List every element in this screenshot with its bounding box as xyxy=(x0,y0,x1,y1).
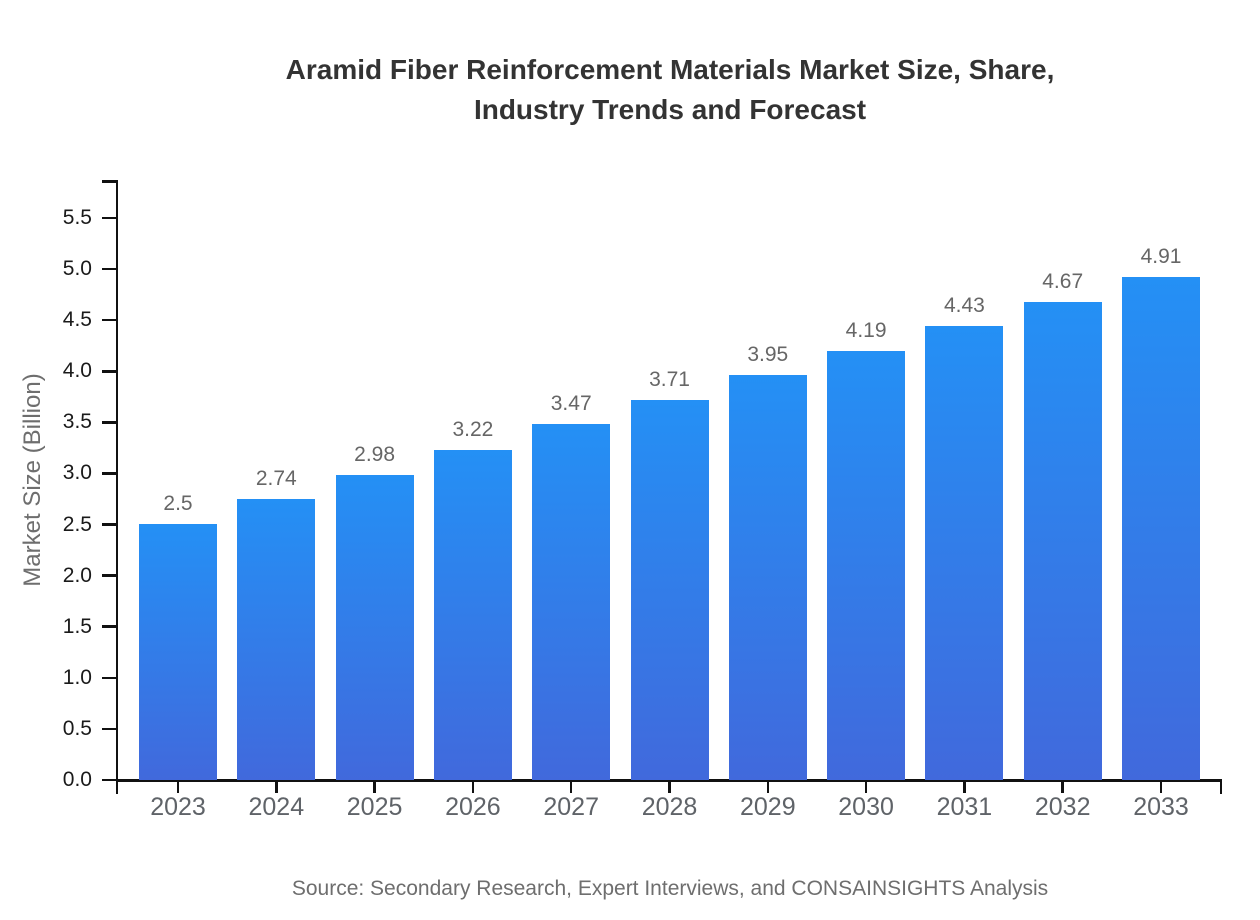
year-label: 2026 xyxy=(445,793,501,821)
bar-2028 xyxy=(630,399,709,780)
x-tick xyxy=(668,781,671,793)
chart-title-line2: Industry Trends and Forecast xyxy=(473,94,867,125)
y-tick-label: 1.5 xyxy=(62,614,92,638)
x-tick xyxy=(471,781,475,793)
year-label: 2024 xyxy=(248,793,305,821)
y-tick xyxy=(101,625,116,628)
y-tick-label: 4.5 xyxy=(62,308,92,332)
bar-2025 xyxy=(335,474,414,780)
y-tick-label: 0.0 xyxy=(62,768,92,791)
y-tick xyxy=(101,523,116,526)
y-tick xyxy=(101,676,116,680)
x-tick xyxy=(1061,781,1064,793)
value-label: 2.5 xyxy=(163,491,193,515)
y-tick-label: 4.0 xyxy=(62,359,92,383)
year-label: 2027 xyxy=(543,793,599,821)
x-tick xyxy=(1159,781,1163,793)
year-label: 2032 xyxy=(1034,793,1091,821)
bar-2033 xyxy=(1122,277,1200,780)
value-label: 3.22 xyxy=(452,417,494,441)
x-axis-line xyxy=(115,779,1222,782)
y-tick xyxy=(101,778,116,782)
year-label: 2031 xyxy=(936,793,993,821)
y-tick-label: 2.0 xyxy=(62,563,92,587)
y-tick-label: 3.0 xyxy=(62,461,92,485)
y-tick xyxy=(101,267,116,271)
bar-2023 xyxy=(139,523,217,780)
value-label: 4.91 xyxy=(1140,245,1182,269)
y-tick xyxy=(101,216,116,220)
x-tick xyxy=(569,781,573,793)
chart-title-line1: Aramid Fiber Reinforcement Materials Mar… xyxy=(285,54,1055,85)
y-tick-label: 3.5 xyxy=(62,410,92,434)
x-tick xyxy=(176,781,180,793)
y-tick-label: 0.5 xyxy=(62,716,92,740)
x-tick xyxy=(766,781,770,793)
y-tick xyxy=(101,574,116,577)
source-text: Source: Secondary Research, Expert Inter… xyxy=(291,877,1049,900)
y-tick-label: 2.5 xyxy=(62,512,92,536)
bar-2029 xyxy=(728,375,807,780)
y-tick xyxy=(101,472,116,475)
value-label: 3.95 xyxy=(747,343,789,367)
x-tick xyxy=(373,781,376,793)
year-label: 2023 xyxy=(150,793,206,821)
bar-2024 xyxy=(237,499,316,780)
x-axis-left-cap xyxy=(115,781,118,794)
y-tick-label: 1.0 xyxy=(62,665,92,689)
bar-2030 xyxy=(827,350,906,780)
y-tick xyxy=(101,318,116,322)
year-label: 2030 xyxy=(838,793,894,821)
year-label: 2033 xyxy=(1133,793,1189,821)
y-tick-label: 5.5 xyxy=(62,206,92,229)
chart-title: Aramid Fiber Reinforcement Materials Mar… xyxy=(80,50,1260,130)
bar-2027 xyxy=(532,424,611,780)
value-label: 3.47 xyxy=(550,392,592,416)
y-tick xyxy=(101,370,116,373)
value-label: 3.71 xyxy=(649,367,690,391)
bar-2032 xyxy=(1023,301,1102,780)
bar-2031 xyxy=(925,326,1004,780)
x-axis-right-cap xyxy=(1219,781,1222,794)
y-tick xyxy=(101,727,116,731)
value-label: 2.98 xyxy=(354,442,396,466)
y-axis-line xyxy=(115,180,118,782)
value-label: 4.43 xyxy=(943,294,985,318)
x-tick xyxy=(963,781,966,793)
bar-2026 xyxy=(433,449,512,780)
year-label: 2029 xyxy=(739,793,796,821)
y-axis-top-cap xyxy=(101,180,116,183)
x-tick xyxy=(275,781,278,793)
value-label: 2.74 xyxy=(255,467,297,491)
year-label: 2025 xyxy=(346,793,403,821)
x-tick xyxy=(864,781,868,793)
value-label: 4.19 xyxy=(845,318,887,342)
year-label: 2028 xyxy=(641,793,698,821)
value-label: 4.67 xyxy=(1042,269,1084,293)
y-tick xyxy=(101,421,116,424)
y-tick-label: 5.0 xyxy=(62,257,92,281)
